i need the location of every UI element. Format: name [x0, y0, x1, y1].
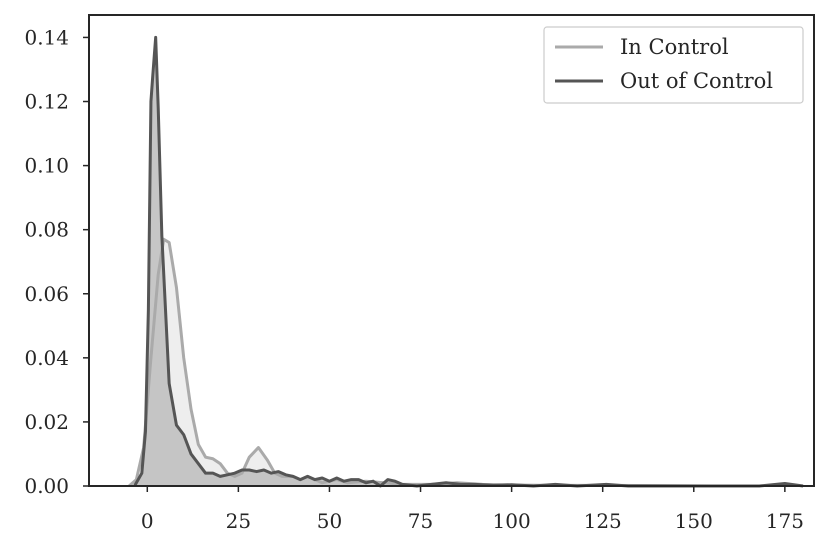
x-tick-label: 25: [226, 509, 251, 533]
axis-layer: 0 25 50 75 100 125 150 175 0.00 0.02 0.04 0.06 0.08 0…: [24, 25, 803, 533]
y-tick-label: 0.02: [24, 410, 69, 434]
plot-frame: [88, 14, 815, 487]
density-area-out-of-control: [134, 37, 804, 487]
density-line-in-control: [128, 237, 749, 488]
legend-label-in-control: In Control: [620, 35, 729, 59]
y-tick-label: 0.08: [24, 218, 69, 242]
x-tick-label: 0: [141, 509, 154, 533]
line-layer: [128, 35, 804, 488]
y-tick-label: 0.06: [24, 282, 69, 306]
y-tick-label: 0.00: [24, 474, 69, 498]
x-tick-label: 150: [675, 509, 713, 533]
x-tick-label: 75: [408, 509, 433, 533]
x-tick-label: 50: [317, 509, 342, 533]
legend-box: [543, 26, 804, 104]
density-line-out-of-control: [133, 35, 804, 488]
x-tick-label: 175: [766, 509, 804, 533]
area-layer: [129, 37, 804, 487]
legend: In Control Out of Control: [543, 26, 804, 104]
x-tick-label: 100: [493, 509, 531, 533]
y-tick-label: 0.12: [24, 90, 69, 114]
y-tick-label: 0.10: [24, 154, 69, 178]
x-tick-label: 125: [584, 509, 622, 533]
legend-label-out-of-control: Out of Control: [620, 69, 773, 93]
y-tick-label: 0.14: [24, 25, 69, 49]
y-tick-label: 0.04: [24, 346, 69, 370]
density-area-in-control: [129, 239, 749, 486]
